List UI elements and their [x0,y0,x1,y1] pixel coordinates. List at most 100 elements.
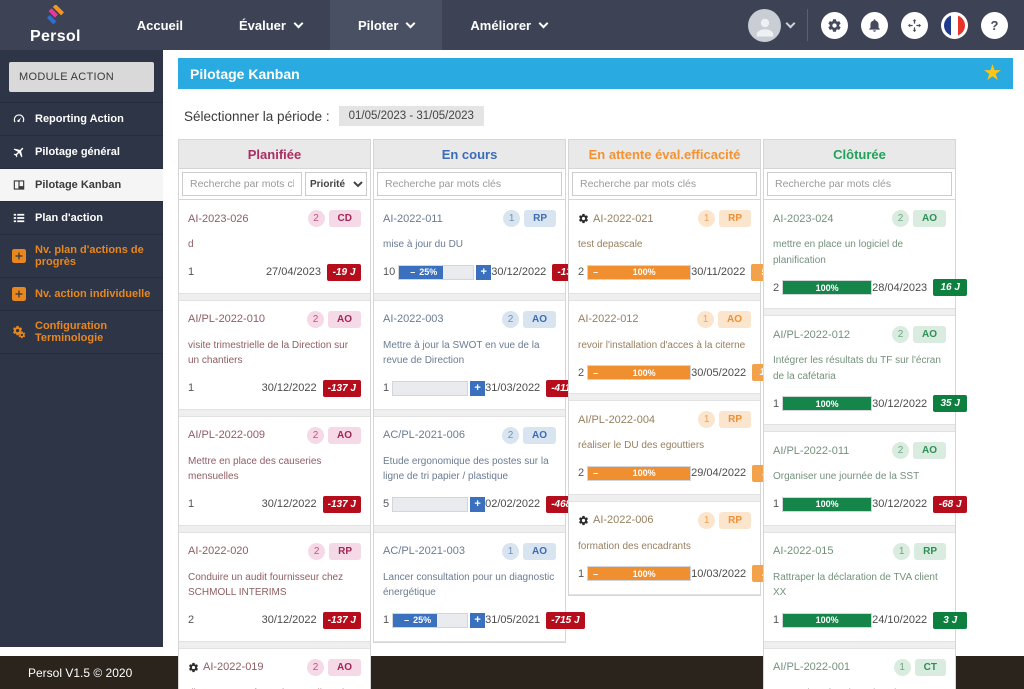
card-footer: 1 +31/03/2022 -411 J [383,379,584,397]
progress-decrement-button[interactable]: – [593,568,599,579]
kanban-card[interactable]: AI-2022-006 1 RP formation des encadrants 1–… [569,500,787,595]
card-due-date: 29/04/2022 [691,467,747,479]
card-id: AI/PL-2022-001 [773,661,851,673]
nav-item-ame-liorer[interactable]: Améliorer [442,0,575,50]
card-footer: 10–25%+30/12/2022-137 J [383,263,591,281]
kanban-card[interactable]: AI/PL-2022-009 2 AO Mettre en place des cau… [179,415,370,526]
nav-item-accueil[interactable]: Accueil [136,17,183,33]
card-days-badge: 16 J [933,279,968,296]
progress-increment-button[interactable]: + [470,612,486,628]
card-due-date: 30/12/2022 [261,614,317,626]
kanban-search-input[interactable] [572,172,757,196]
card-id: AI-2022-006 [593,514,654,526]
gear-small [578,213,589,224]
sidebar-item-label: Nv. plan d'actions de progrès [35,244,144,268]
kanban-card[interactable]: AI/PL-2022-010 2 AO visite trimestrielle de… [179,299,370,410]
progress-decrement-button[interactable]: – [404,615,410,625]
period-value[interactable]: 01/05/2023 - 31/05/2023 [338,106,484,126]
progress-decrement-button[interactable]: – [410,267,416,277]
settings-icon[interactable] [821,11,848,39]
kanban-card[interactable]: AI-2023-024 2 AO mettre en place un logicie… [764,200,968,309]
kanban-card[interactable]: AI-2022-012 1 AO revoir l'installation d'ac… [569,299,787,394]
card-count-badge: 2 [307,210,325,227]
card-id: AI-2022-012 [578,313,639,325]
card-indicator: 5 [383,498,390,510]
kanban-card[interactable]: AI-2023-026 2 CD d 1 27/04/2023 -19 J [179,200,370,294]
favorite-star-icon[interactable]: ★ [983,63,1001,84]
kanban-card[interactable]: AI-2022-019 2AO dispenser une formation au… [179,647,370,689]
move-icon[interactable] [901,11,928,39]
sidebar-item-reporting-action[interactable]: Reporting Action [0,102,163,136]
progress-control: 100% [782,612,873,628]
kanban-search-input[interactable] [377,172,562,196]
kanban-card[interactable]: AI-2022-003 2 AO Mettre à jour la SWOT en v… [374,299,584,410]
card-header: AI/PL-2022-001 1 CT [773,658,946,676]
progress-increment-button[interactable]: + [476,264,492,280]
kanban-search-input[interactable] [182,172,302,196]
kanban-card[interactable]: AI-2022-020 2 RP Conduire un audit fourniss… [179,531,370,642]
card-days-badge: -19 J [327,263,361,281]
column-search-row [568,169,761,200]
card-description: formation des encadrants [578,540,691,552]
kanban-card[interactable]: AI/PL-2022-004 1 RP réaliser le DU des egou… [569,400,787,495]
priority-filter-select[interactable]: Priorité [305,172,367,196]
sidebar-item-pilotage-ge-ne-ral[interactable]: Pilotage général [0,136,163,169]
kanban-card[interactable]: AI/PL-2022-011 2 AO Organiser une journée d… [764,431,968,526]
kanban-column-planifiee: PlanifiéePrioritéAI-2023-0262CDd127/04/2… [178,139,371,689]
footer-version-text: Persol V1.5 © 2020 [28,665,133,680]
gauge-icon [12,112,26,126]
progress-decrement-button[interactable]: – [593,367,599,378]
gear-small [578,515,589,526]
nav-item-piloter[interactable]: Piloter [329,0,443,50]
sidebar-item-label: Nv. action individuelle [35,288,151,300]
language-flag-icon[interactable] [941,11,968,39]
card-footer: 1–25% +31/05/2021 -715 J [383,611,585,629]
card-indicator: 1 [188,266,195,278]
card-count-badge: 2 [308,542,326,560]
card-header: AI-2022-012 1 AO [578,310,751,328]
app-logo[interactable]: Persol [0,0,109,50]
progress-increment-button[interactable]: + [470,496,486,512]
card-due-date: 30/12/2022 [872,498,928,510]
progress-control: 100% [782,280,873,295]
notifications-icon[interactable] [861,11,888,39]
sidebar-item-nv-plan-d-actions-de-progre-s[interactable]: Nv. plan d'actions de progrès [0,235,163,278]
sidebar-item-nv-action-individuelle[interactable]: Nv. action individuelle [0,278,163,311]
progress-decrement-button[interactable]: – [593,267,599,277]
help-icon[interactable]: ? [981,11,1008,39]
card-id: AI-2023-024 [773,212,834,225]
top-navbar: Persol Accueil Évaluer Piloter Améliorer ? [0,0,1024,50]
kanban-card[interactable]: AI-2022-011 1 RP mise à jour du DU 10–25% +30… [374,200,591,294]
progress-control: 100% [782,496,873,512]
kanban-card[interactable]: AC/PL-2021-003 1 AO Lancer consultation pou… [374,531,585,642]
progress-label: 100% [815,615,839,625]
card-count-badge: 1 [503,210,521,227]
sidebar-item-pilotage-kanban[interactable]: Pilotage Kanban [0,169,163,202]
card-header: AI-2022-006 1 RP [578,511,751,529]
kanban-search-input[interactable] [767,172,952,196]
sidebar-item-configuration-terminologie[interactable]: Configuration Terminologie [0,311,163,354]
card-id: AI-2023-026 [188,212,249,225]
kanban-card[interactable]: AI-2022-015 1 RP Rattraper la déclaration d… [764,531,968,642]
sidebar-item-plan-d-action[interactable]: Plan d'action [0,202,163,235]
user-menu[interactable] [748,8,796,42]
column-search-row [763,169,956,200]
kanban-card[interactable]: AI/PL-2022-012 2 AO Intégrer les résultats … [764,315,968,425]
card-description: Mettre à jour la SWOT en vue de la revue… [383,339,540,367]
progress-increment-button[interactable]: + [470,380,486,396]
card-count-badge: 2 [307,658,324,676]
progress-label: 100% [815,499,839,509]
progress-decrement-button[interactable]: – [593,468,599,478]
kanban-card[interactable]: AI-2022-021 1 RP test depascale 2–100% 30/11/… [569,200,786,294]
chevron-down-icon [293,18,304,28]
card-id: AI/PL-2022-009 [188,429,266,441]
column-body: AI-2023-026 2 CD d 1 27/04/2023 -19 J AI/PL-202… [178,200,371,689]
progress-bar [392,496,469,512]
list-icon [12,211,26,225]
nav-item-e-valuer[interactable]: Évaluer [211,0,330,50]
kanban-card[interactable]: AC/PL-2021-006 2 AO Etude ergonomique des p… [374,415,585,526]
kanban-card[interactable]: AI/PL-2022-001 1CT mettre des rétentions d… [764,647,955,689]
sidebar-item-label: Plan d'action [35,212,104,224]
card-description: dispenser une formation au pilote de pro… [188,686,361,689]
